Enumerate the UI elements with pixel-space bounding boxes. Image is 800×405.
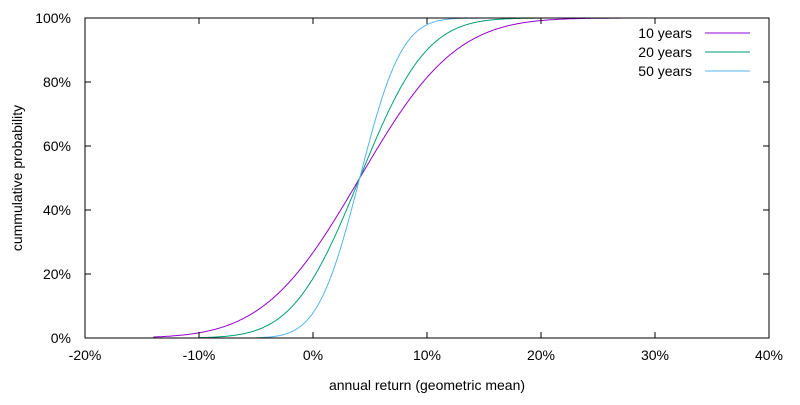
x-tick-label: 30% [641,347,669,363]
y-tick-label: 40% [43,202,71,218]
x-tick-label: 40% [755,347,783,363]
x-tick-label: -10% [183,347,216,363]
legend-label: 20 years [638,44,692,60]
y-tick-label: 80% [43,74,71,90]
series-line-50-years [256,17,541,339]
y-axis-label: cummulative probability [9,105,25,251]
y-tick-label: 60% [43,138,71,154]
x-tick-label: 0% [303,347,323,363]
legend: 10 years 20 years 50 years [638,25,750,79]
x-tick-label: 20% [527,347,555,363]
y-tick-label: 20% [43,266,71,282]
legend-label: 50 years [638,63,692,79]
x-tick-label: 10% [413,347,441,363]
series-line-10-years [153,17,621,338]
y-tick-label: 0% [51,330,71,346]
y-tick-label: 100% [35,10,71,26]
series-line-20-years [198,17,541,339]
x-tick-label: -20% [69,347,102,363]
legend-label: 10 years [638,25,692,41]
x-axis-label: annual return (geometric mean) [329,377,525,393]
